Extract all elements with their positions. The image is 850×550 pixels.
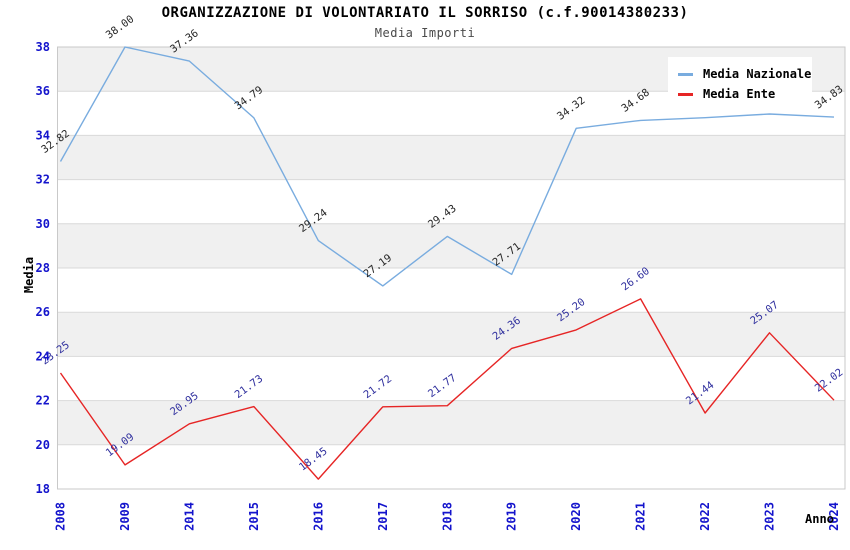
x-tick-label: 2022	[698, 502, 712, 531]
y-tick-label: 24	[36, 349, 50, 363]
x-tick-label: 2020	[569, 502, 583, 531]
plot-band	[57, 312, 845, 357]
y-tick-label: 34	[36, 128, 50, 142]
legend-item-media-ente: Media Ente	[678, 84, 812, 104]
legend-swatch-blue-line	[678, 72, 693, 76]
chart-title: ORGANIZZAZIONE DI VOLONTARIATO IL SORRIS…	[161, 5, 689, 21]
y-tick-label: 28	[36, 261, 50, 275]
data-label: 22.02	[813, 366, 846, 394]
x-tick-label: 2017	[376, 502, 390, 531]
data-label: 21.73	[233, 373, 266, 401]
y-tick-label: 30	[36, 217, 50, 231]
legend-swatch-red-line	[678, 92, 693, 96]
y-tick-label: 26	[36, 305, 50, 319]
data-label: 26.60	[619, 265, 652, 293]
x-tick-label: 2018	[440, 502, 454, 531]
data-label: 18.45	[297, 445, 330, 473]
data-label: 21.72	[362, 373, 395, 401]
plot-band	[57, 223, 845, 268]
plot-band	[57, 400, 845, 445]
chart-subtitle: Media Importi	[374, 26, 476, 40]
chart-legend: Media Nazionale Media Ente	[668, 57, 812, 110]
y-tick-label: 36	[36, 84, 50, 98]
data-label: 21.77	[426, 372, 459, 400]
y-tick-label: 38	[36, 40, 50, 54]
series-line-media-nazionale	[59, 46, 835, 287]
x-tick-label: 2024	[827, 502, 841, 531]
x-tick-label: 2021	[634, 502, 648, 531]
y-tick-label: 32	[36, 173, 50, 187]
x-tick-label: 2023	[763, 502, 777, 531]
legend-label-media-ente: Media Ente	[703, 87, 776, 101]
data-label: 38.00	[104, 13, 137, 41]
y-tick-label: 18	[36, 482, 50, 496]
x-tick-label: 2014	[182, 502, 196, 531]
x-axis-title: Anno	[805, 512, 834, 526]
plot-band	[57, 135, 845, 180]
y-tick-label: 22	[36, 394, 50, 408]
series-line-media-ente	[59, 298, 835, 480]
legend-item-media-nazionale: Media Nazionale	[678, 64, 812, 84]
y-axis-title: Media	[22, 256, 36, 294]
x-tick-label: 2008	[54, 502, 68, 531]
x-tick-label: 2019	[505, 502, 519, 531]
data-label: 34.32	[555, 94, 588, 122]
x-tick-label: 2016	[311, 502, 325, 531]
legend-label-media-nazionale: Media Nazionale	[703, 67, 812, 81]
x-tick-label: 2015	[247, 502, 261, 531]
y-tick-label: 20	[36, 438, 50, 452]
plot-border	[57, 46, 846, 490]
x-tick-label: 2009	[118, 502, 132, 531]
